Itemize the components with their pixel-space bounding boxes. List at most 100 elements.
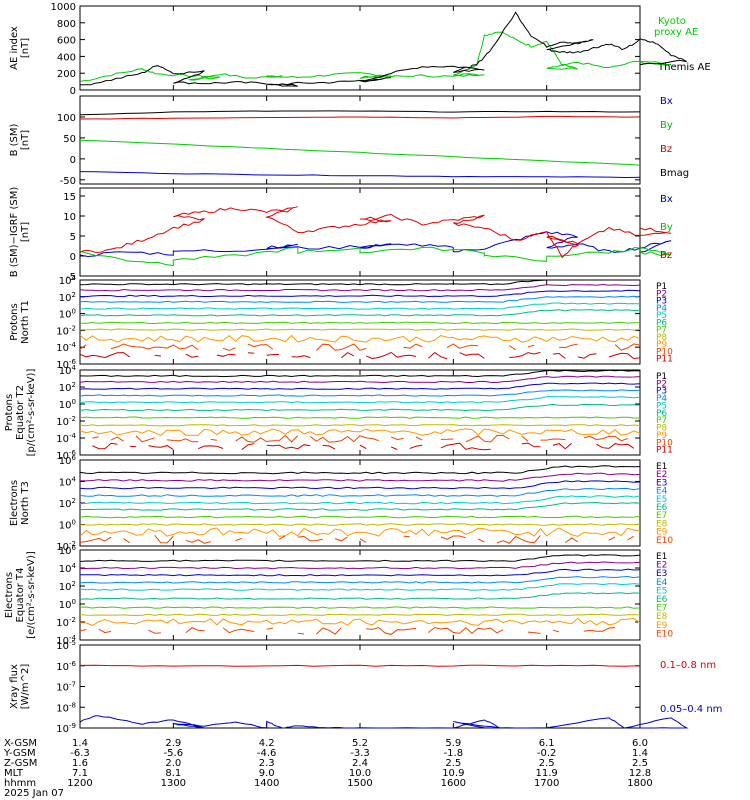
x-axis-row-label: 2025 Jan 07: [4, 788, 64, 799]
x-axis-row-label: hhmm: [4, 778, 36, 789]
y-tick-label: 104: [59, 364, 77, 377]
y-tick-label: 100: [57, 113, 76, 124]
legend-b-bx: Bx: [660, 96, 673, 107]
channel-line-e2: [80, 561, 641, 570]
channel-line-e10: [80, 628, 640, 635]
y-tick-label: 102: [59, 291, 76, 304]
legend-kyoto: Kyoto: [658, 16, 686, 27]
channel-line-p11: [92, 442, 635, 451]
series-line-0-1-0-8-nm: [79, 664, 641, 667]
x-axis-value: 1700: [534, 778, 559, 789]
channel-label: P9: [656, 431, 667, 441]
x-axis-value: 2.9: [165, 738, 181, 749]
panel-frame: [79, 644, 641, 729]
channel-label: P10: [656, 438, 673, 448]
channel-label: P5: [656, 311, 667, 321]
y-axis-label: AE index[nT]: [9, 26, 31, 70]
channel-line-p11: [79, 351, 641, 360]
channel-line-p6: [79, 309, 641, 317]
x-axis-value: -1.8: [444, 748, 464, 759]
y-tick-label: 104: [59, 274, 77, 287]
series-line-by: [79, 246, 672, 267]
channel-line-e8: [79, 613, 641, 616]
channel-label: E9: [656, 528, 668, 538]
channel-line-e6: [79, 501, 641, 511]
x-axis-value: 1600: [441, 778, 466, 789]
x-axis-value: -6.3: [70, 748, 90, 759]
channel-line-e3: [79, 480, 641, 490]
channel-label: P3: [656, 297, 667, 307]
channel-label: P8: [656, 424, 667, 434]
legend-b-bz: Bz: [660, 144, 672, 155]
channel-line-p8: [80, 328, 641, 331]
y-tick-label: 800: [57, 19, 76, 30]
channel-line-p5: [79, 302, 641, 310]
x-axis-value: -5.6: [164, 748, 184, 759]
x-axis-value: 5.2: [352, 738, 368, 749]
legend-kyoto-sub: proxy AE: [654, 27, 698, 38]
y-tick-label: 15: [63, 192, 76, 203]
channel-label: E7: [656, 511, 667, 521]
series-line-by: [79, 139, 641, 166]
channel-label: P7: [656, 416, 667, 426]
channel-label: E4: [656, 487, 668, 497]
x-axis-value: 6.0: [632, 738, 648, 749]
y-tick-label: 0: [70, 86, 76, 97]
y-tick-label: 10-2: [56, 540, 76, 553]
x-axis-value: 1400: [254, 778, 279, 789]
x-axis-value: 2.5: [632, 758, 648, 769]
x-axis-value: 2.0: [165, 758, 181, 769]
channel-label: E3: [656, 478, 667, 488]
channel-label: E5: [656, 495, 667, 505]
legend-db-bz: Bz: [660, 250, 672, 261]
y-tick-label: -50: [60, 176, 76, 187]
panel-db: 15 10 5 0 -5 B (SM)−IGRF (SM)[nT]: [9, 187, 672, 283]
panel-frame: [79, 369, 641, 456]
channel-line-e1: [79, 465, 641, 475]
x-axis-value: -4.6: [257, 748, 277, 759]
panel-b: 100 50 0 -50 B (SM)[nT]: [9, 95, 641, 187]
y-tick-label: 0: [70, 155, 76, 166]
channel-label: P5: [656, 401, 667, 411]
x-axis-value: 2.5: [539, 758, 555, 769]
channel-label: P8: [656, 333, 667, 343]
legend-b-bmag: Bmag: [660, 168, 689, 179]
y-tick-label: 100: [59, 519, 76, 532]
y-tick-label: 106: [59, 454, 77, 467]
y-tick-label: 10-6: [56, 660, 76, 673]
channel-label: P7: [656, 326, 667, 336]
channel-label: E7: [656, 604, 667, 614]
channel-label: E8: [656, 519, 668, 529]
channel-line-e10: [79, 534, 635, 544]
panel-xr: 10-5 10-6 10-7 10-8 10-9 Xray flux[W/m^2]: [9, 639, 689, 735]
x-axis-value: 4.2: [259, 738, 275, 749]
channel-line-e3: [79, 568, 641, 577]
panel-p1: 104 102 100 10-2 10-4 10-6 ProtonsNorth T1 P1P2…: [9, 274, 673, 371]
x-axis-value: 1500: [347, 778, 372, 789]
legend-b-by: By: [660, 120, 673, 131]
legend-themis: Themis AE: [657, 62, 711, 73]
x-axis-value: 11.9: [536, 768, 558, 779]
channel-label: E1: [656, 552, 667, 562]
channel-label: P9: [656, 340, 667, 350]
y-tick-label: 200: [57, 69, 76, 80]
x-axis-row-label: MLT: [4, 768, 24, 779]
channel-label: P3: [656, 387, 667, 397]
channel-line-e4: [79, 575, 641, 584]
channel-label: P6: [656, 318, 667, 328]
panel-p2: 104 102 100 10-2 10-4 10-6 ProtonsEquator T2[p…: [4, 364, 673, 462]
channel-line-e9: [79, 527, 641, 537]
y-tick-label: 10-4: [56, 634, 76, 647]
channel-line-p5: [79, 396, 641, 404]
y-tick-label: 0: [70, 252, 76, 263]
y-axis-label: ProtonsEquator T2[p/(cm²-s-sr-keV)]: [4, 369, 37, 457]
y-tick-label: 400: [57, 52, 76, 63]
channel-label: E5: [656, 586, 667, 596]
channel-label: E1: [656, 462, 667, 472]
channel-label: P4: [656, 394, 667, 404]
channel-line-p2: [79, 283, 641, 292]
channel-label: E10: [656, 629, 673, 639]
channel-label: P4: [656, 304, 667, 314]
